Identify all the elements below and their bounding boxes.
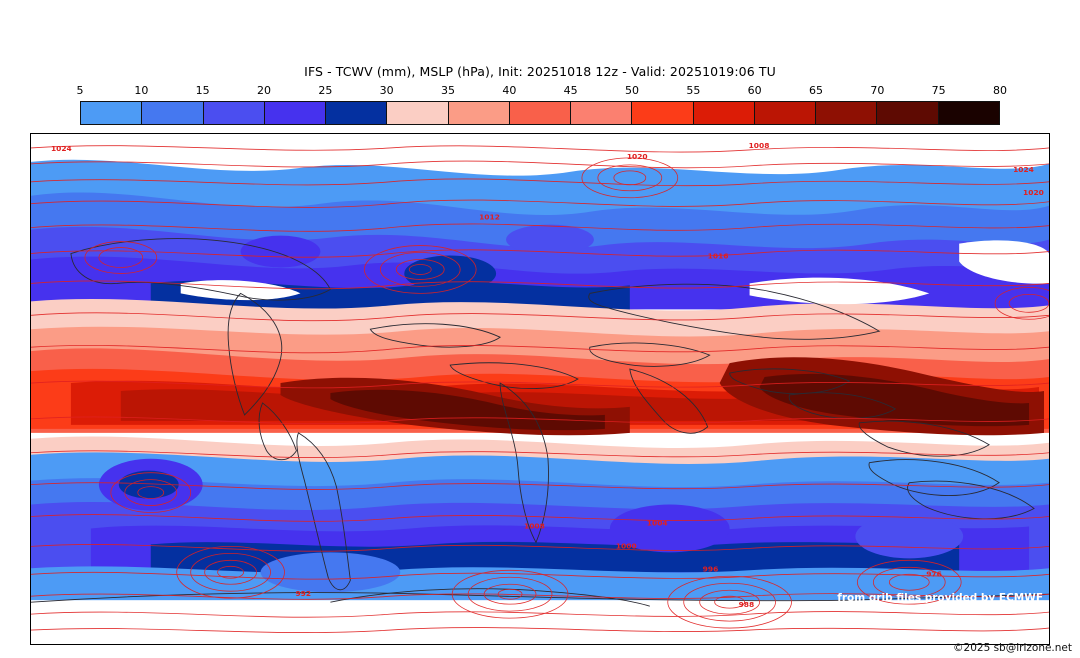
map-canvas: 1024 1020 1008 1024 1020 1012 1016 1008 …: [31, 134, 1049, 644]
colorbar-tick-30: 30: [379, 84, 394, 97]
chart-title: IFS - TCWV (mm), MSLP (hPa), Init: 20251…: [304, 64, 776, 79]
svg-text:1008: 1008: [749, 141, 770, 150]
copyright-notice: ©2025 sb@irizone.net: [953, 642, 1072, 654]
colorbar-band-35-40: [448, 102, 510, 124]
colorbar-tick-5: 5: [76, 84, 84, 97]
svg-text:1004: 1004: [647, 518, 668, 527]
svg-text:1020: 1020: [627, 152, 648, 161]
colorbar: [80, 101, 1000, 125]
weather-map[interactable]: 1024 1020 1008 1024 1020 1012 1016 1008 …: [30, 133, 1050, 645]
colorbar-tick-labels: 5 10 15 20 25 30 35 40 45 50 55 60 65 70 75 80: [76, 84, 1008, 100]
colorbar-band-25-30: [326, 102, 388, 124]
colorbar-tick-25: 25: [318, 84, 333, 97]
tcwv-filled-field: [31, 134, 1049, 644]
colorbar-band-70-75: [877, 102, 939, 124]
colorbar-tick-45: 45: [563, 84, 578, 97]
svg-text:1020: 1020: [1023, 188, 1044, 197]
svg-text:1000: 1000: [616, 541, 637, 550]
colorbar-band-5-10: [81, 102, 143, 124]
colorbar-tick-65: 65: [809, 84, 823, 97]
colorbar-band-15-20: [203, 102, 265, 124]
colorbar-tick-70: 70: [870, 84, 885, 97]
svg-text:1012: 1012: [479, 213, 500, 222]
colorbar-tick-80: 80: [993, 84, 1007, 97]
colorbar-tick-35: 35: [441, 84, 455, 97]
colorbar-band-65-70: [816, 102, 878, 124]
colorbar-tick-75: 75: [931, 84, 946, 97]
svg-text:992: 992: [295, 589, 311, 598]
colorbar-tick-55: 55: [686, 84, 701, 97]
svg-text:996: 996: [703, 564, 719, 573]
colorbar-tick-10: 10: [134, 84, 149, 97]
colorbar-band-55-60: [693, 102, 755, 124]
colorbar-band-10-15: [142, 102, 204, 124]
colorbar-tick-60: 60: [747, 84, 762, 97]
colorbar-tick-40: 40: [502, 84, 517, 97]
colorbar-band-45-50: [571, 102, 633, 124]
colorbar-tick-20: 20: [257, 84, 271, 97]
isobar-labels: 1024 1020 1008 1024 1020 1012 1016 1008 …: [51, 141, 1044, 609]
colorbar-band-20-25: [264, 102, 327, 124]
data-source-credit: from grib files provided by ECMWF: [837, 592, 1043, 604]
svg-text:988: 988: [739, 600, 755, 609]
svg-text:1008: 1008: [524, 521, 545, 530]
colorbar-band-60-65: [754, 102, 817, 124]
colorbar-band-50-55: [632, 102, 694, 124]
mslp-isobars: [31, 145, 1049, 633]
colorbar-band-30-35: [387, 102, 449, 124]
svg-text:976: 976: [926, 569, 942, 578]
colorbar-tick-15: 15: [195, 84, 210, 97]
svg-text:1016: 1016: [708, 252, 729, 261]
svg-text:1024: 1024: [1013, 165, 1034, 174]
colorbar-tick-50: 50: [625, 84, 639, 97]
colorbar-band-75-80: [938, 102, 999, 124]
colorbar-swatches: [80, 101, 1000, 125]
colorbar-band-40-45: [509, 102, 572, 124]
svg-text:1024: 1024: [51, 144, 72, 153]
